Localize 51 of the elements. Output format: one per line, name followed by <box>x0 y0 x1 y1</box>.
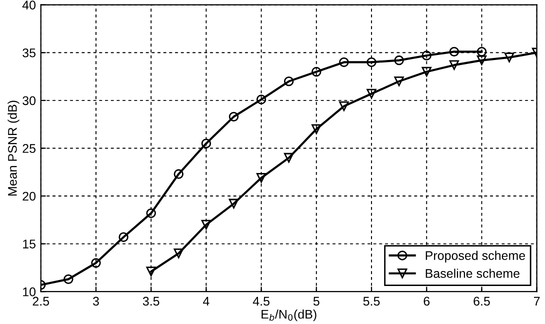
x-tick-label: 5 <box>313 296 320 306</box>
point <box>228 112 239 122</box>
point <box>366 88 376 99</box>
point <box>312 66 322 77</box>
y-tick-label: 15 <box>23 240 36 248</box>
point <box>284 76 294 86</box>
point <box>64 274 74 284</box>
y-tick-label: 10 <box>23 287 36 296</box>
point <box>394 55 404 66</box>
x-tick-label: 2.5 <box>32 296 50 306</box>
legend-label: Baseline scheme <box>426 268 520 278</box>
point <box>394 76 404 86</box>
x-tick-label: 6 <box>424 296 430 306</box>
x-tick-label: 4.5 <box>252 296 270 306</box>
point <box>91 258 101 268</box>
point <box>339 101 349 112</box>
x-tick-label: 6.5 <box>474 296 490 306</box>
point <box>476 46 487 57</box>
x-axis-title: E$_{b}$/N$_{0}$(dB) <box>262 310 316 322</box>
point <box>284 152 294 163</box>
point <box>256 173 266 183</box>
point <box>476 55 487 66</box>
y-axis-title: Mean PSNR (dB) <box>8 100 20 196</box>
x-tick-label: 7 <box>534 296 540 306</box>
point <box>174 248 184 258</box>
point <box>504 52 514 62</box>
point <box>201 220 212 230</box>
x-tick-label: 4 <box>203 296 210 306</box>
point <box>339 57 349 68</box>
point <box>118 232 128 242</box>
y-tick-label: 20 <box>22 192 36 201</box>
point <box>174 169 184 179</box>
y-tick-label: 40 <box>22 0 36 10</box>
point <box>256 94 266 104</box>
point <box>422 66 432 77</box>
point <box>201 138 212 148</box>
point <box>146 266 156 276</box>
x-tick-label: 5.5 <box>363 296 380 306</box>
y-tick-label: 30 <box>22 96 36 106</box>
point <box>449 46 460 57</box>
point <box>146 208 156 218</box>
x-tick-label: 3.5 <box>142 296 160 306</box>
x-tick-label: 3 <box>92 296 99 306</box>
point <box>228 198 239 209</box>
y-tick-label: 25 <box>22 144 36 153</box>
point <box>449 60 460 70</box>
point <box>366 57 376 68</box>
point <box>422 50 432 60</box>
y-tick-label: 35 <box>22 48 36 58</box>
point <box>312 124 322 134</box>
legend-label: Proposed scheme <box>426 250 526 262</box>
